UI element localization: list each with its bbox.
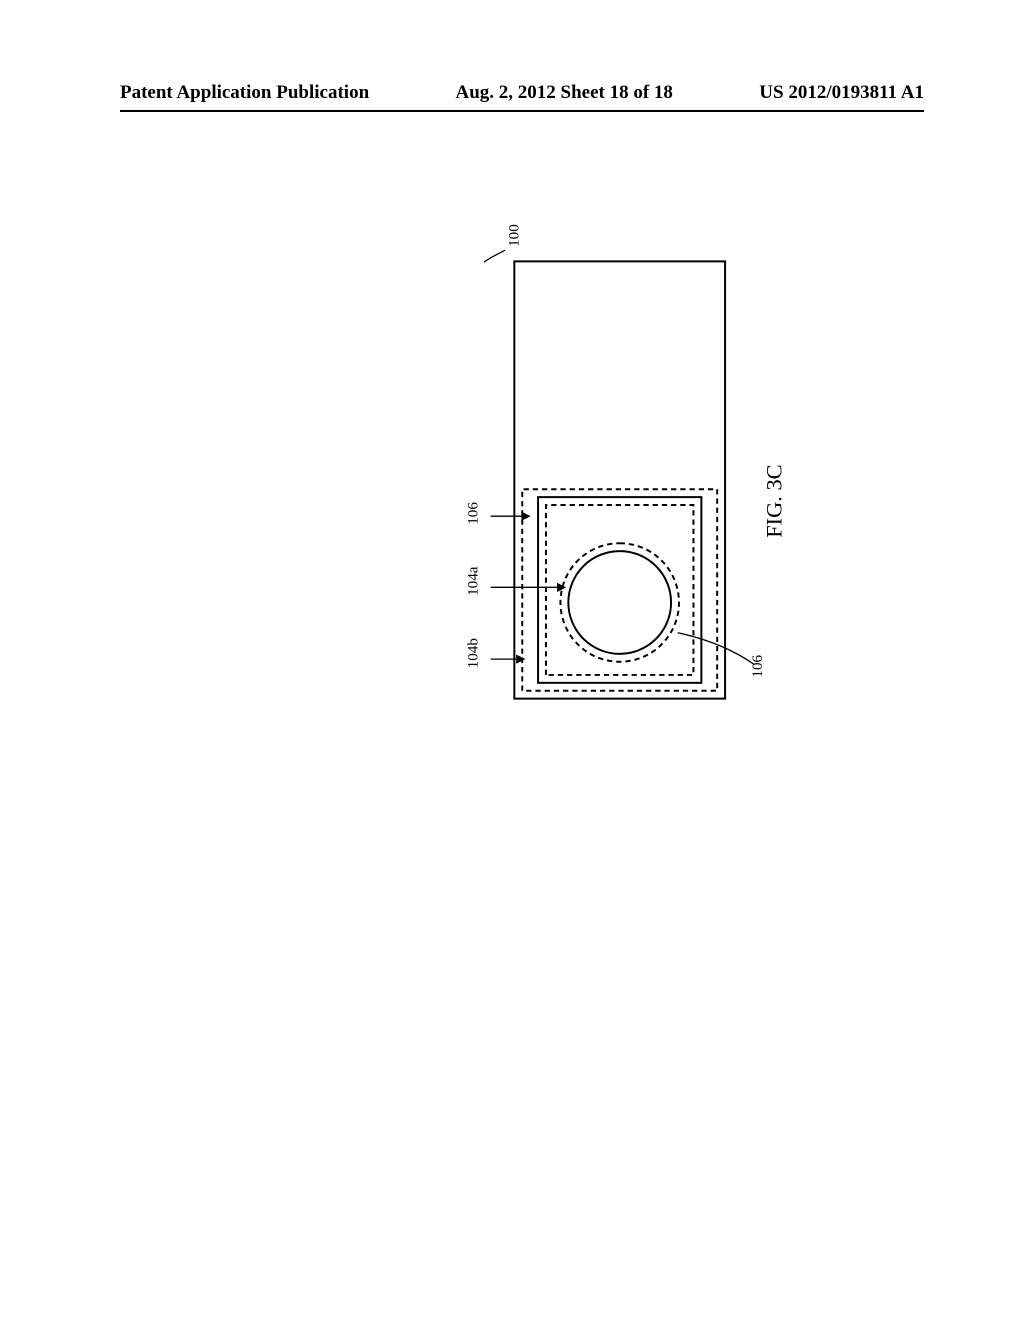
header-row: Patent Application Publication Aug. 2, 2… [120, 82, 924, 108]
dashed-circle [560, 543, 679, 662]
dashed-outer-rect [522, 489, 717, 691]
ref-100: 100 [506, 224, 522, 247]
figure-caption: FIG. 3C [762, 464, 787, 537]
page: Patent Application Publication Aug. 2, 2… [0, 0, 1024, 1320]
ref-104b: 104b [465, 638, 481, 668]
ref-106-top: 106 [465, 502, 481, 525]
solid-mid-rect [538, 497, 701, 683]
figure-group: 100 106 104a 104b 106 FIG. 3C [465, 224, 786, 698]
ref-106-bottom: 106 [750, 654, 766, 677]
figure-svg: 100 106 104a 104b 106 FIG. 3C [240, 210, 1024, 750]
solid-circle [568, 551, 671, 654]
header-right: US 2012/0193811 A1 [759, 82, 924, 104]
header-left: Patent Application Publication [120, 82, 369, 104]
figure-area: 100 106 104a 104b 106 FIG. 3C [120, 180, 904, 1180]
dashed-inner-rect [546, 505, 694, 675]
header-center: Aug. 2, 2012 Sheet 18 of 18 [455, 82, 672, 104]
leader-106-bottom [678, 633, 754, 665]
ref-104a: 104a [465, 566, 481, 596]
leader-100 [484, 250, 505, 262]
page-header: Patent Application Publication Aug. 2, 2… [120, 82, 924, 112]
